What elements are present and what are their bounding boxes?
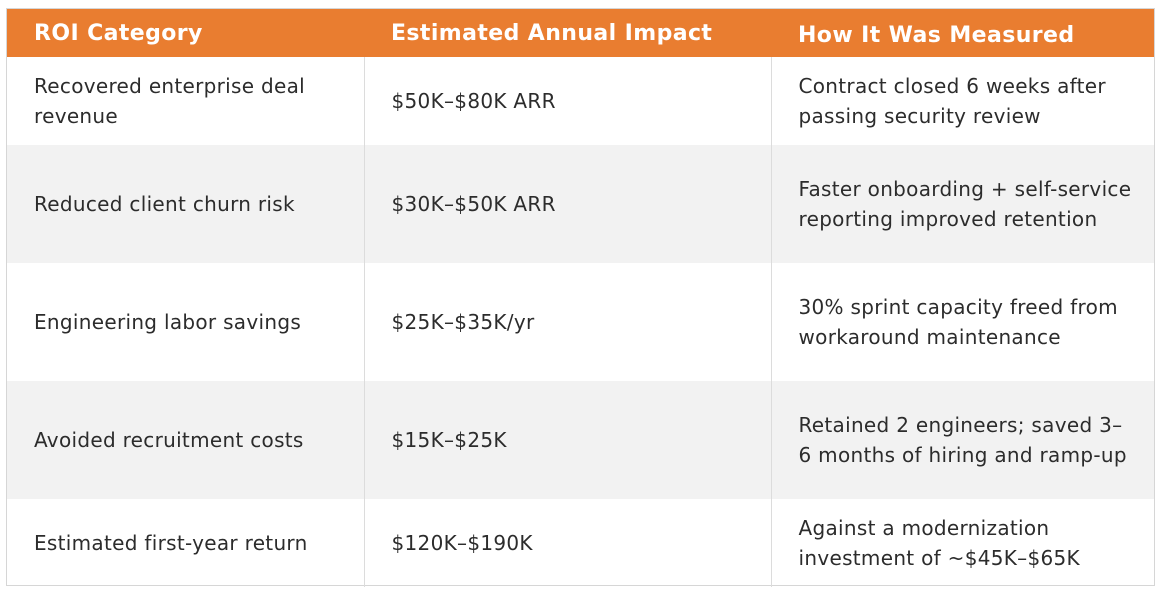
cell-estimated-impact: $120K–$190K [363,499,771,587]
header-roi-category: ROI Category [7,9,364,57]
cell-roi-category: Estimated first-year return [34,531,308,555]
table-row: Reduced client churn risk $30K–$50K ARR … [7,145,1154,263]
cell-roi-category: Avoided recruitment costs [7,381,364,499]
cell-measurement: Contract closed 6 weeks after passing se… [770,57,1154,145]
cell-estimated-impact: $25K–$35K/yr [363,263,771,381]
cell-estimated-impact: $15K–$25K [363,381,771,499]
cell-measurement: Against a modernization investment of ~$… [770,499,1154,587]
table-row: Engineering labor savings $25K–$35K/yr 3… [7,263,1154,381]
cell-measurement: Faster onboarding + self-service reporti… [770,145,1154,263]
cell-measurement: Retained 2 engineers; saved 3–6 months o… [770,381,1154,499]
table-header: ROI Category Estimated Annual Impact How… [7,9,1154,57]
cell-measurement: 30% sprint capacity freed from workaroun… [770,263,1154,381]
roi-table-frame: ROI Category Estimated Annual Impact How… [6,8,1155,587]
roi-table: ROI Category Estimated Annual Impact How… [7,9,1154,587]
header-row: ROI Category Estimated Annual Impact How… [7,9,1154,57]
cell-estimated-impact: $50K–$80K ARR [363,57,771,145]
table-row: Recovered enterprise deal revenue $50K–$… [7,57,1154,145]
cell-roi-category: Engineering labor savings [34,310,302,334]
cell-estimated-impact: $30K–$50K ARR [363,145,771,263]
table-row: Avoided recruitment costs $15K–$25K Reta… [7,381,1154,499]
header-how-measured: How It Was Measured [771,9,1154,57]
table-body: Recovered enterprise deal revenue $50K–$… [7,57,1154,587]
cell-roi-category: Recovered enterprise deal revenue [34,74,306,128]
table-row: Estimated first-year return $120K–$190K … [7,499,1154,587]
cell-roi-category: Reduced client churn risk [7,145,364,263]
header-estimated-annual-impact: Estimated Annual Impact [364,9,771,57]
